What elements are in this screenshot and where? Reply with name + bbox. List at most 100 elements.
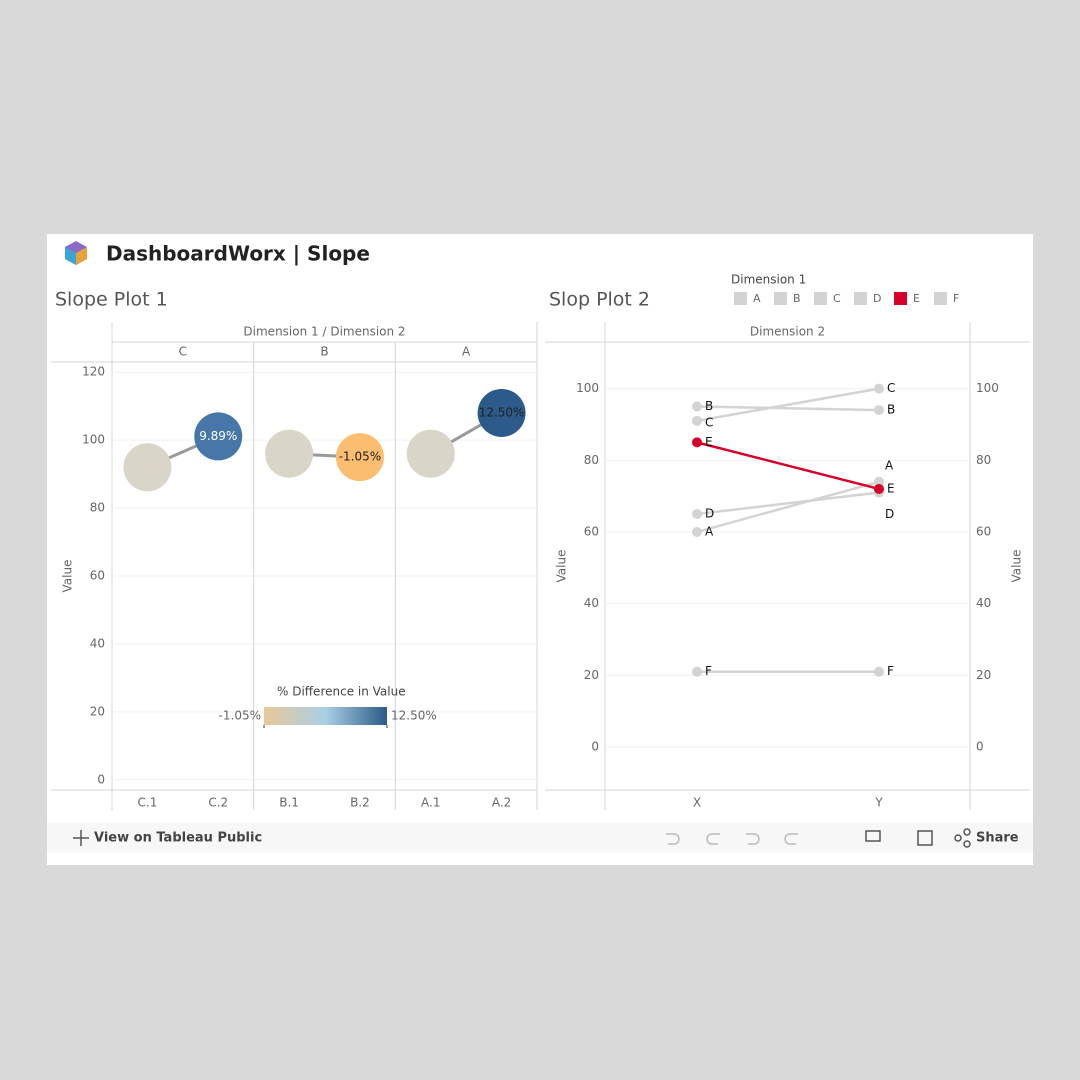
point-label: D <box>885 507 894 521</box>
point-label: B <box>705 399 713 413</box>
group-label: B <box>320 345 328 359</box>
x-tick-label: Y <box>874 796 883 810</box>
y-tick-label: 100 <box>576 381 599 395</box>
y-tick-label: 0 <box>591 739 599 753</box>
y-tick-label: 60 <box>90 569 105 583</box>
x-tick-label: B.1 <box>279 796 299 810</box>
pct-mark <box>501 412 503 414</box>
y-tick-label: 60 <box>584 524 599 538</box>
point <box>874 483 884 494</box>
point-label: C <box>705 415 713 429</box>
bubble <box>406 429 455 478</box>
card <box>47 234 1033 865</box>
legend-swatch <box>814 292 827 305</box>
legend-swatch <box>934 292 947 305</box>
x-tick-label: A.1 <box>421 796 440 810</box>
y2-tick-label: 20 <box>976 668 991 682</box>
point-label: F <box>705 664 712 678</box>
point-label: D <box>705 507 714 521</box>
legend-swatch <box>774 292 787 305</box>
y-axis-label: Value <box>61 560 75 593</box>
y-tick-label: 80 <box>90 501 105 515</box>
legend-swatch <box>894 292 907 305</box>
data-label: 12.50% <box>479 405 525 419</box>
x-tick-label: X <box>693 796 701 810</box>
y2-tick-label: 60 <box>976 524 991 538</box>
point <box>692 401 702 412</box>
legend-title: % Difference in Value <box>277 685 406 699</box>
y-tick-label: 20 <box>90 704 105 718</box>
pct-mark <box>359 456 361 458</box>
data-label: -1.05% <box>339 450 381 464</box>
legend-label: -1.05% <box>219 709 261 723</box>
point <box>692 437 702 448</box>
x-tick-label: C.1 <box>138 796 158 810</box>
y-tick-label: 120 <box>82 365 105 379</box>
legend-label: 12.50% <box>391 709 437 723</box>
y-axis-label: Value <box>555 550 569 583</box>
legend-swatch <box>734 292 747 305</box>
data-label: 9.89% <box>199 429 237 443</box>
point <box>874 383 884 394</box>
point-label: B <box>887 403 895 417</box>
legend-swatch <box>854 292 867 305</box>
legend-label: F <box>953 292 959 305</box>
group-label: A <box>462 345 471 359</box>
y2-tick-label: 100 <box>976 381 999 395</box>
chart-title: Slop Plot 2 <box>549 289 650 311</box>
point-label: A <box>705 524 714 538</box>
pct-mark <box>217 435 219 437</box>
tableau-icon <box>73 830 89 846</box>
share-button[interactable]: Share <box>976 831 1019 846</box>
y-tick-label: 20 <box>584 668 599 682</box>
y-tick-label: 40 <box>90 636 105 650</box>
point <box>692 526 702 537</box>
y2-axis-label: Value <box>1010 550 1024 583</box>
point-label: A <box>885 458 894 472</box>
y-tick-label: 80 <box>584 453 599 467</box>
point <box>874 476 884 487</box>
bubble <box>123 443 172 492</box>
x-tick-label: B.2 <box>350 796 370 810</box>
group-label: C <box>179 345 187 359</box>
view-link[interactable]: View on Tableau Public <box>94 831 262 846</box>
y2-tick-label: 40 <box>976 596 991 610</box>
color-ramp <box>264 707 387 725</box>
point <box>874 666 884 677</box>
logo <box>65 241 87 265</box>
legend-label: C <box>833 292 841 305</box>
series-line <box>696 441 880 491</box>
point <box>874 405 884 416</box>
y-tick-label: 100 <box>82 433 105 447</box>
point <box>692 415 702 426</box>
legend-title: Dimension 1 <box>731 273 806 287</box>
bubble <box>265 429 314 478</box>
series-line <box>696 491 880 516</box>
header: Dimension 1 / Dimension 2 <box>243 325 405 339</box>
point-label: C <box>887 381 895 395</box>
series-line <box>696 405 880 412</box>
series-line <box>696 387 880 423</box>
point-label: E <box>887 481 895 495</box>
y2-tick-label: 80 <box>976 453 991 467</box>
toolbar <box>47 823 1033 853</box>
legend-label: D <box>873 292 881 305</box>
series-line <box>696 480 880 534</box>
y-tick-label: 40 <box>584 596 599 610</box>
y2-tick-label: 0 <box>976 739 984 753</box>
legend-label: B <box>793 292 801 305</box>
point-label: E <box>705 435 713 449</box>
legend-label: A <box>753 292 761 305</box>
x-tick-label: A.2 <box>492 796 511 810</box>
chart-title: Slope Plot 1 <box>55 289 168 311</box>
dashboard-title: DashboardWorx | Slope <box>106 242 370 266</box>
y-tick-label: 0 <box>97 772 105 786</box>
point <box>692 666 702 677</box>
header: Dimension 2 <box>750 325 825 339</box>
point <box>692 509 702 520</box>
toolbar-icons <box>666 828 971 848</box>
point-label: F <box>887 664 894 678</box>
x-tick-label: C.2 <box>208 796 228 810</box>
legend-label: E <box>913 292 920 305</box>
